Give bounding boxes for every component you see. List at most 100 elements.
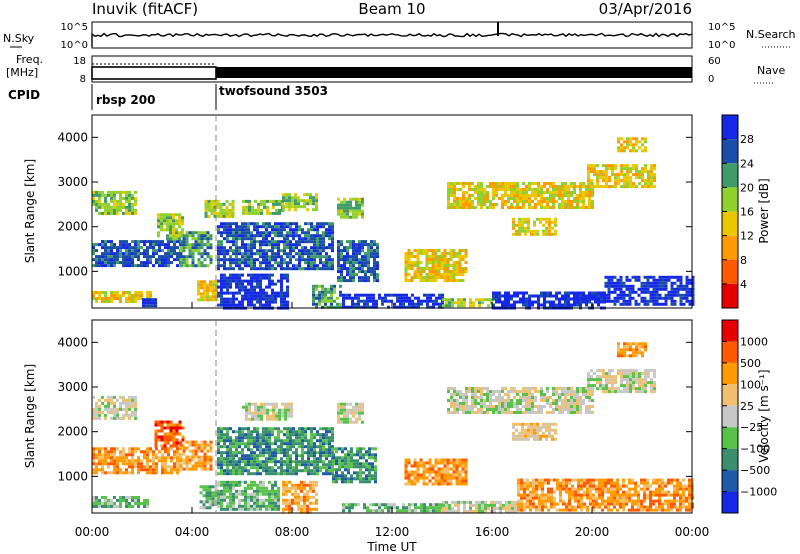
power-cell xyxy=(104,291,107,294)
velocity-cell xyxy=(134,459,137,462)
power-cell xyxy=(333,285,336,288)
velocity-cell xyxy=(541,506,544,509)
power-cell xyxy=(358,252,361,255)
velocity-cell xyxy=(374,456,377,459)
power-cell xyxy=(161,261,164,264)
velocity-cell xyxy=(107,499,110,502)
velocity-cell xyxy=(176,471,179,474)
power-cell xyxy=(137,294,140,297)
power-cell xyxy=(241,246,244,249)
velocity-cell xyxy=(368,480,371,483)
power-cell xyxy=(197,292,200,295)
power-cell xyxy=(346,270,349,273)
power-cell xyxy=(198,249,201,252)
power-cell xyxy=(620,285,623,288)
power-cell xyxy=(408,279,411,282)
velocity-cell xyxy=(113,465,116,468)
velocity-cell xyxy=(137,456,140,459)
velocity-cell xyxy=(526,485,529,488)
power-cell xyxy=(110,252,113,255)
power-cell xyxy=(450,279,453,282)
power-cell xyxy=(104,240,107,243)
power-cell xyxy=(623,285,626,288)
power-cell xyxy=(295,231,298,234)
power-cell xyxy=(158,246,161,249)
power-cell xyxy=(313,228,316,231)
velocity-cell xyxy=(274,508,277,511)
velocity-cell xyxy=(119,499,122,502)
power-cell xyxy=(101,291,104,294)
power-cell xyxy=(208,200,211,203)
power-cell xyxy=(671,303,674,306)
power-cell xyxy=(116,252,119,255)
velocity-cell xyxy=(155,453,158,456)
velocity-cell xyxy=(207,444,210,447)
velocity-cell xyxy=(98,411,101,414)
velocity-cell xyxy=(292,466,295,469)
velocity-cell xyxy=(229,484,232,487)
velocity-cell xyxy=(332,459,335,462)
power-cell xyxy=(370,240,373,243)
velocity-cell xyxy=(342,506,345,509)
power-cell xyxy=(247,246,250,249)
power-cell xyxy=(250,246,253,249)
power-cell xyxy=(357,294,360,297)
velocity-cell xyxy=(229,490,232,493)
velocity-cell xyxy=(328,469,331,472)
velocity-cell xyxy=(104,505,107,508)
velocity-cell xyxy=(256,490,259,493)
power-cell xyxy=(113,246,116,249)
power-cell xyxy=(259,304,262,307)
velocity-cell xyxy=(263,412,266,415)
velocity-cell xyxy=(161,421,164,424)
velocity-cell xyxy=(232,430,235,433)
velocity-cell xyxy=(297,487,300,490)
power-cell xyxy=(282,199,285,202)
velocity-cell xyxy=(331,439,334,442)
freq-tick-top: 18 xyxy=(73,56,86,67)
power-cell xyxy=(459,249,462,252)
velocity-cell xyxy=(170,436,173,439)
power-cell xyxy=(552,188,555,191)
power-cell xyxy=(653,179,656,182)
velocity-cell xyxy=(526,506,529,509)
power-colorbar-label: Power [dB] xyxy=(757,178,771,243)
velocity-cell xyxy=(277,445,280,448)
velocity-cell xyxy=(288,481,291,484)
velocity-cell xyxy=(164,450,167,453)
velocity-cell xyxy=(119,468,122,471)
velocity-cell xyxy=(137,459,140,462)
power-cell xyxy=(285,193,288,196)
power-cell xyxy=(564,185,567,188)
velocity-cell xyxy=(300,481,303,484)
power-cell xyxy=(277,249,280,252)
power-cell xyxy=(282,196,285,199)
power-cell xyxy=(172,219,175,222)
power-cell xyxy=(638,170,641,173)
power-cell xyxy=(259,246,262,249)
power-cell xyxy=(665,303,668,306)
velocity-cell xyxy=(173,424,176,427)
power-cell xyxy=(116,209,119,212)
velocity-cell xyxy=(271,427,274,430)
velocity-cell xyxy=(244,466,247,469)
station-title: Inuvik (fitACF) xyxy=(92,0,198,18)
power-cell xyxy=(283,258,286,261)
power-cell xyxy=(512,227,515,230)
power-cell xyxy=(462,206,465,209)
velocity-cell xyxy=(241,442,244,445)
power-cell xyxy=(349,243,352,246)
power-cell xyxy=(164,258,167,261)
velocity-cell xyxy=(250,451,253,454)
velocity-cell xyxy=(107,465,110,468)
velocity-cell xyxy=(149,468,152,471)
power-cell xyxy=(340,243,343,246)
power-cell xyxy=(217,249,220,252)
power-cell xyxy=(327,300,330,303)
velocity-cell xyxy=(541,500,544,503)
power-cell xyxy=(113,243,116,246)
power-cell xyxy=(608,300,611,303)
velocity-cell xyxy=(306,496,309,499)
power-cell xyxy=(313,261,316,264)
power-cell xyxy=(540,188,543,191)
